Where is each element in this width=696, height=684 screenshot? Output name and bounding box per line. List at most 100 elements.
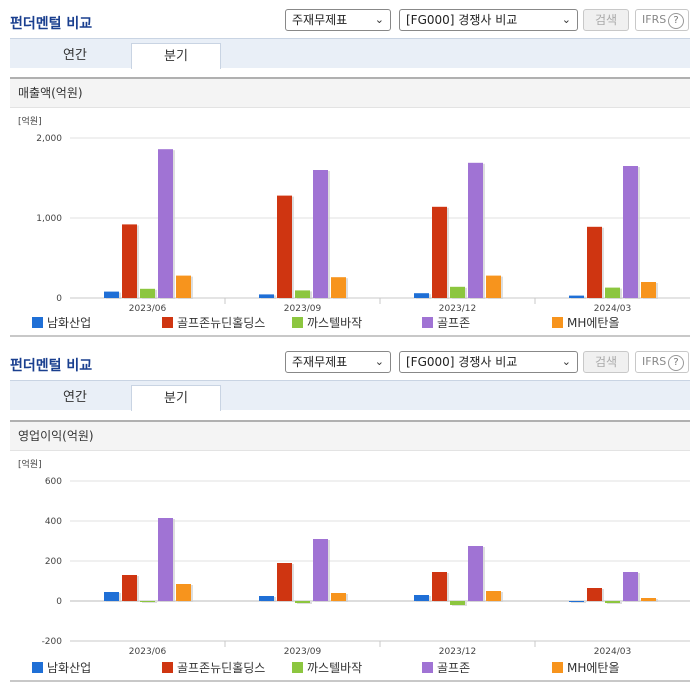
bar[interactable] <box>158 149 173 298</box>
legend-label: 골프존 <box>437 661 471 675</box>
legend-label: MH에탄올 <box>567 316 620 330</box>
bar[interactable] <box>158 518 173 601</box>
section-header: 펀더멘털 비교 주재무제표 ⌄ [FG000] 경쟁사 비교 ⌄ 검색 IFRS… <box>0 342 696 380</box>
legend-item[interactable]: 골프존뉴딘홀딩스 <box>162 315 265 331</box>
bar[interactable] <box>450 286 465 298</box>
statement-select[interactable]: 주재무제표 ⌄ <box>285 9 391 31</box>
tab-quarterly[interactable]: 분기 <box>131 43 221 69</box>
compare-select-value: [FG000] 경쟁사 비교 <box>406 13 518 27</box>
chevron-down-icon: ⌄ <box>374 13 384 26</box>
legend-item[interactable]: 까스텔바작 <box>292 315 362 331</box>
bar[interactable] <box>623 166 638 298</box>
bar[interactable] <box>259 596 274 601</box>
y-tick-label: 1,000 <box>36 214 62 224</box>
bar[interactable] <box>140 288 155 298</box>
bar[interactable] <box>313 539 328 601</box>
legend-swatch <box>32 662 43 673</box>
period-tabs: 연간 분기 <box>10 380 690 411</box>
bar[interactable] <box>414 595 429 601</box>
bar[interactable] <box>486 591 501 601</box>
bar[interactable] <box>468 162 483 298</box>
bar[interactable] <box>486 275 501 298</box>
bar[interactable] <box>104 592 119 601</box>
x-tick-label: 2023/06 <box>129 647 167 657</box>
tab-quarterly[interactable]: 분기 <box>131 385 221 411</box>
legend-item[interactable]: 남화산업 <box>32 315 91 331</box>
x-tick-label: 2023/09 <box>284 304 322 314</box>
section-revenue: 펀더멘털 비교 주재무제표 ⌄ [FG000] 경쟁사 비교 ⌄ 검색 IFRS… <box>0 0 696 337</box>
bar[interactable] <box>313 170 328 298</box>
legend-item[interactable]: MH에탄올 <box>552 315 620 331</box>
tab-annual[interactable]: 연간 <box>63 48 87 63</box>
compare-select[interactable]: [FG000] 경쟁사 비교 ⌄ <box>399 351 578 373</box>
bar[interactable] <box>641 282 656 298</box>
search-button[interactable]: 검색 <box>583 9 629 31</box>
legend-item[interactable]: 골프존 <box>422 315 470 331</box>
x-tick-label: 2023/09 <box>284 647 322 657</box>
legend-label: 골프존 <box>437 316 471 330</box>
y-unit-label: [억원] <box>18 115 42 127</box>
chart-legend: 남화산업 골프존뉴딘홀딩스 까스텔바작 골프존 MH에탄올 <box>10 660 690 676</box>
statement-select[interactable]: 주재무제표 ⌄ <box>285 351 391 373</box>
legend-item[interactable]: 골프존 <box>422 660 470 676</box>
bar-shadow <box>142 602 157 603</box>
period-tabs: 연간 분기 <box>10 38 690 69</box>
ifrs-button[interactable]: IFRS ? <box>635 9 689 31</box>
bar[interactable] <box>450 601 465 605</box>
bar[interactable] <box>605 601 620 603</box>
legend-item[interactable]: 까스텔바작 <box>292 660 362 676</box>
legend-item[interactable]: 골프존뉴딘홀딩스 <box>162 660 265 676</box>
help-icon: ? <box>668 13 684 29</box>
bar[interactable] <box>569 601 584 602</box>
bar[interactable] <box>140 601 155 602</box>
bar[interactable] <box>432 572 447 601</box>
bar[interactable] <box>295 290 310 298</box>
section-operating-profit: 펀더멘털 비교 주재무제표 ⌄ [FG000] 경쟁사 비교 ⌄ 검색 IFRS… <box>0 342 696 682</box>
legend-label: MH에탄올 <box>567 661 620 675</box>
bar[interactable] <box>569 295 584 298</box>
bar[interactable] <box>623 572 638 601</box>
chart-title: 영업이익(억원) <box>10 422 690 451</box>
chart-operating-profit: 영업이익(억원) [억원] -200 0 200 400 600 2023/06 2023/0… <box>10 420 690 682</box>
bar[interactable] <box>605 287 620 298</box>
y-tick-label: 2,000 <box>36 134 62 144</box>
bar[interactable] <box>122 575 137 601</box>
chart-title: 매출액(억원) <box>10 79 690 108</box>
bar[interactable] <box>104 291 119 298</box>
bar[interactable] <box>295 601 310 603</box>
bar[interactable] <box>468 546 483 601</box>
y-tick-label: 0 <box>56 597 62 607</box>
bar[interactable] <box>176 584 191 601</box>
bar[interactable] <box>331 593 346 601</box>
bar[interactable] <box>259 294 274 298</box>
help-icon: ? <box>668 355 684 371</box>
bar[interactable] <box>587 588 602 601</box>
y-unit-label: [억원] <box>18 458 42 470</box>
y-tick-label: 200 <box>45 557 62 567</box>
bar[interactable] <box>432 206 447 298</box>
chevron-down-icon: ⌄ <box>561 355 571 368</box>
bar[interactable] <box>122 224 137 298</box>
legend-swatch <box>552 662 563 673</box>
legend-swatch <box>552 317 563 328</box>
legend-label: 남화산업 <box>47 661 92 675</box>
bar[interactable] <box>277 563 292 601</box>
ifrs-label: IFRS <box>642 13 667 26</box>
bar[interactable] <box>587 226 602 298</box>
legend-swatch <box>292 317 303 328</box>
legend-item[interactable]: 남화산업 <box>32 660 91 676</box>
bar[interactable] <box>414 293 429 298</box>
tab-annual[interactable]: 연간 <box>63 390 87 405</box>
compare-select[interactable]: [FG000] 경쟁사 비교 ⌄ <box>399 9 578 31</box>
search-button[interactable]: 검색 <box>583 351 629 373</box>
legend-swatch <box>422 662 433 673</box>
bar[interactable] <box>641 598 656 601</box>
ifrs-button[interactable]: IFRS ? <box>635 351 689 373</box>
legend-label: 골프존뉴딘홀딩스 <box>177 316 266 330</box>
legend-item[interactable]: MH에탄올 <box>552 660 620 676</box>
chart-operating-profit-svg: [억원] -200 0 200 400 600 2023/06 2023/09 2023/12 2… <box>18 458 690 657</box>
bar[interactable] <box>331 277 346 298</box>
x-tick-label: 2023/06 <box>129 304 167 314</box>
bar[interactable] <box>176 275 191 298</box>
bar[interactable] <box>277 195 292 298</box>
